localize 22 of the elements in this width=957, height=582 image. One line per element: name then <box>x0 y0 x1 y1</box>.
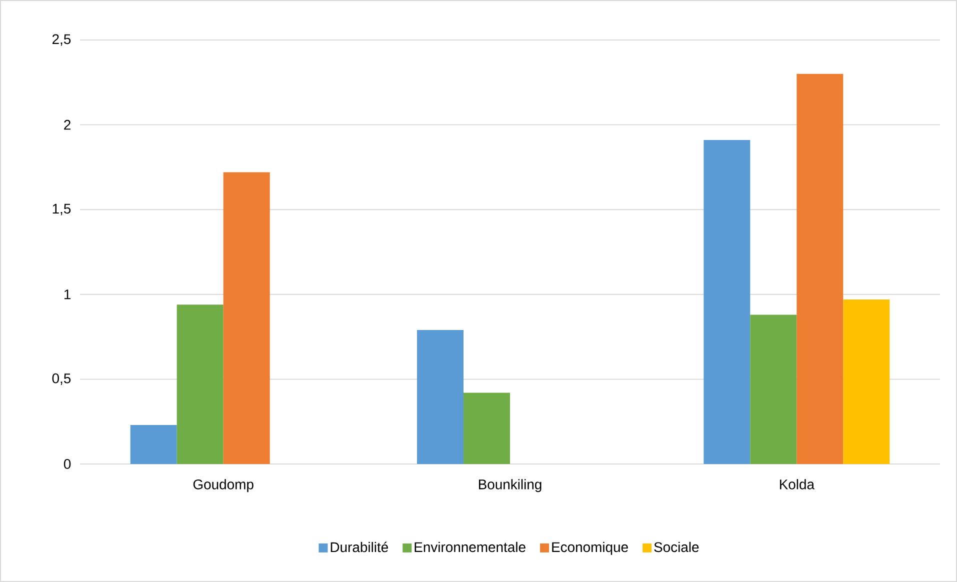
y-tick-label: 2 <box>64 120 70 130</box>
bar <box>223 172 270 464</box>
bar <box>130 424 177 464</box>
bar <box>464 392 510 464</box>
bar <box>704 140 750 464</box>
bar <box>750 314 797 464</box>
x-tick-label: Bounkiling <box>478 479 542 492</box>
y-tick-label: 1 <box>64 290 70 300</box>
x-tick-label: Kolda <box>780 479 815 490</box>
bar <box>176 304 224 464</box>
y-tick-label: 0 <box>64 459 71 469</box>
y-tick-label: 1,5 <box>52 204 71 216</box>
bar <box>796 74 844 464</box>
x-tick-label: Goudomp <box>193 479 254 492</box>
y-tick-label: 0,5 <box>52 373 71 385</box>
legend-label: Durabilité <box>330 542 388 552</box>
legend-label: Environnementale <box>414 542 526 552</box>
bar <box>417 330 464 464</box>
legend-label: Economique <box>552 542 628 555</box>
bar <box>843 299 890 464</box>
y-tick-label: 2,5 <box>52 34 71 46</box>
legend-label: Sociale <box>654 542 699 552</box>
